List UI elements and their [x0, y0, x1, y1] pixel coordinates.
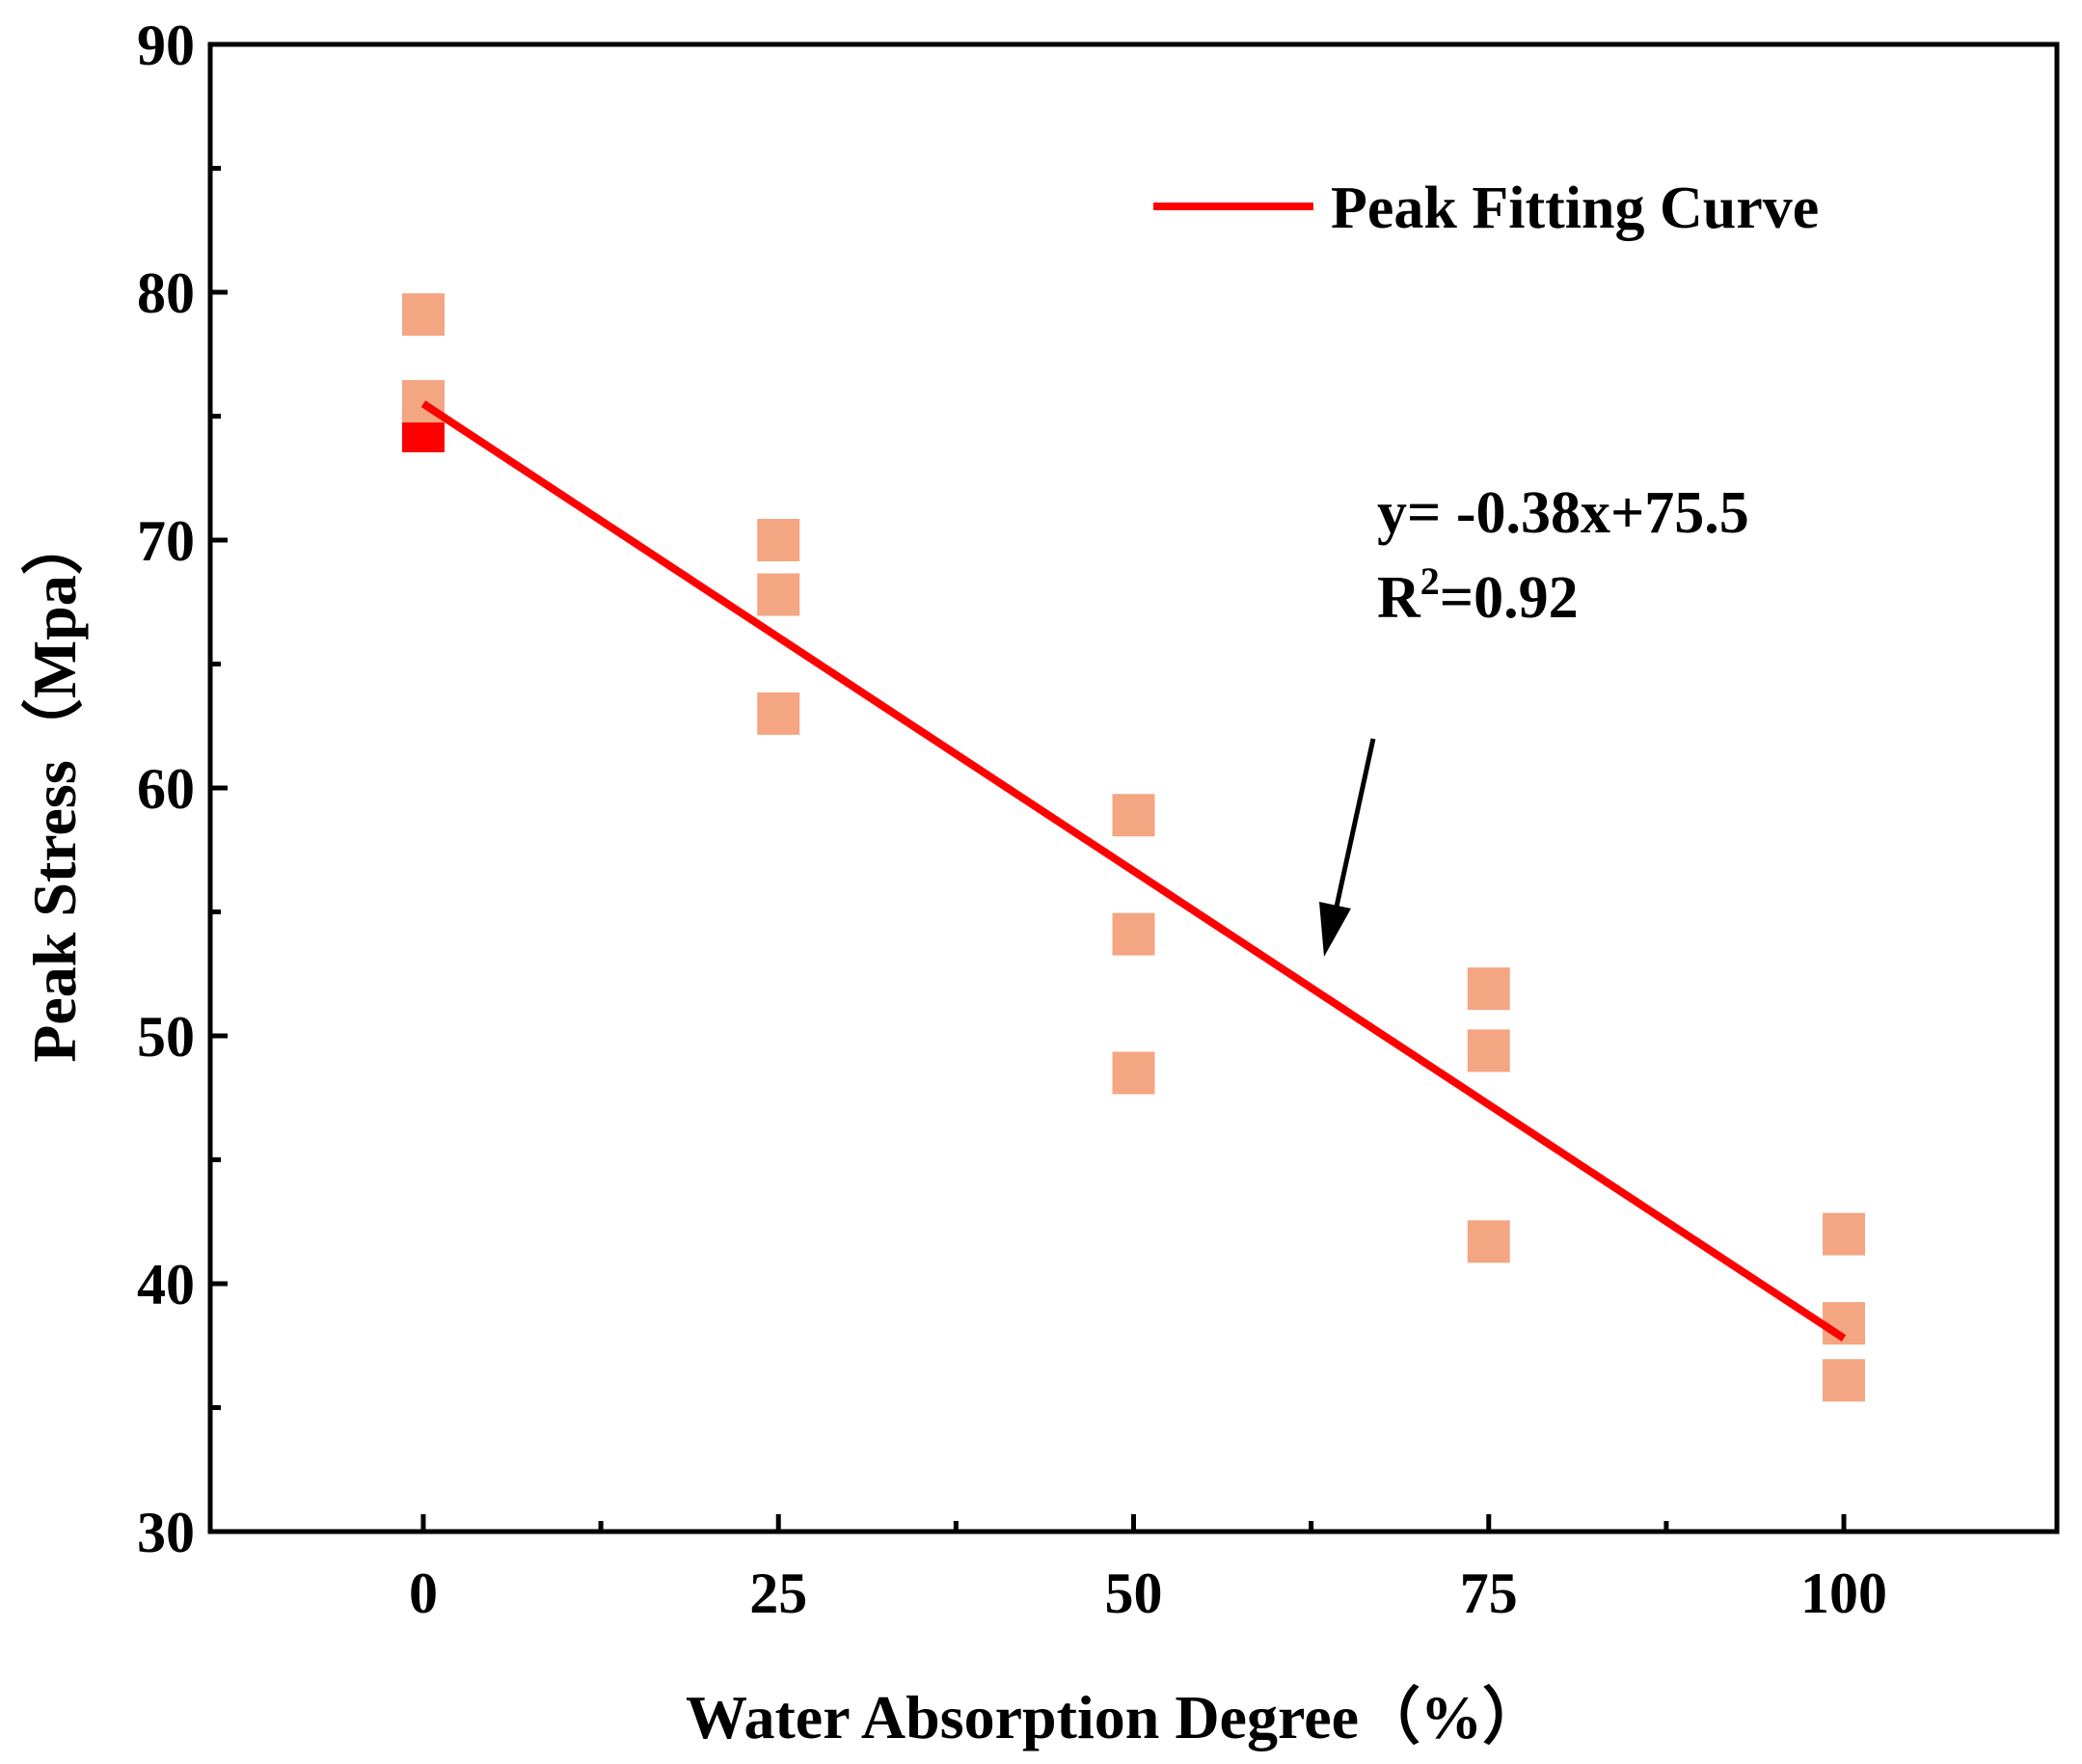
x-tick-label: 50 — [1105, 1561, 1163, 1625]
equation-text: y= -0.38x+75.5 — [1377, 480, 1749, 546]
equation-annotation: y= -0.38x+75.5 R2=0.92 — [1319, 480, 1749, 957]
y-tick-label: 50 — [137, 1005, 195, 1069]
data-point — [1112, 794, 1155, 837]
data-point — [1112, 912, 1155, 956]
data-point — [1823, 1359, 1866, 1402]
data-point — [757, 692, 800, 735]
legend: Peak Fitting Curve — [1153, 176, 1819, 241]
data-point — [1467, 967, 1510, 1011]
annotation-arrow-head — [1319, 902, 1351, 957]
x-tick-label: 0 — [409, 1561, 438, 1625]
y-tick-label: 70 — [137, 509, 195, 573]
annotation-arrow-shaft — [1334, 738, 1376, 908]
r2-value: =0.92 — [1440, 565, 1579, 631]
y-tick-label: 90 — [137, 14, 195, 77]
y-tick-label: 40 — [137, 1253, 195, 1316]
x-tick-label: 100 — [1800, 1561, 1887, 1625]
x-axis-title: Water Absorption Degree（%） — [686, 1683, 1544, 1751]
data-point — [1823, 1212, 1866, 1256]
y-tick-label: 30 — [137, 1501, 195, 1564]
data-point — [757, 519, 800, 561]
data-points — [401, 293, 1866, 1402]
data-point — [1467, 1029, 1510, 1072]
data-point — [1467, 1220, 1510, 1263]
fit-line — [420, 400, 1847, 1342]
legend-label: Peak Fitting Curve — [1331, 176, 1819, 241]
data-point — [1112, 1051, 1155, 1095]
y-axis-ticks: 30 40 50 60 70 80 90 — [137, 14, 228, 1564]
r2-superscript: 2 — [1420, 559, 1440, 603]
fit-line-group — [420, 400, 1847, 1342]
x-tick-label: 25 — [749, 1561, 807, 1625]
r-squared-text: R2=0.92 — [1377, 559, 1579, 631]
y-axis-title: Peak Stress（Mpa） — [20, 513, 89, 1062]
y-tick-label: 60 — [137, 757, 195, 821]
y-tick-label: 80 — [137, 261, 195, 325]
r2-prefix: R — [1377, 565, 1421, 631]
x-axis-ticks: 0 25 50 75 100 — [409, 1514, 1887, 1625]
plot-frame — [207, 41, 2060, 1534]
data-point — [401, 293, 445, 337]
x-tick-label: 75 — [1460, 1561, 1518, 1625]
data-point — [757, 573, 800, 616]
